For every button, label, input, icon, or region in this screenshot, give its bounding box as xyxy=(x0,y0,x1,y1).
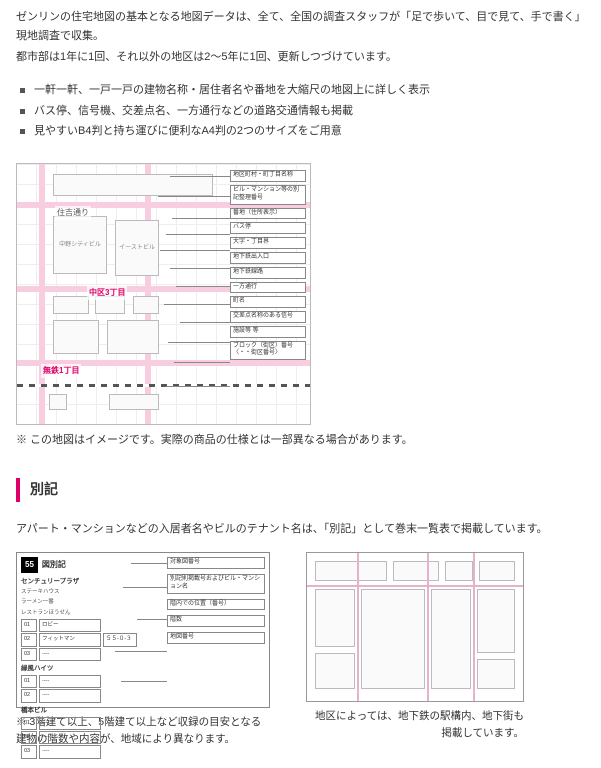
underground-diagram xyxy=(306,552,524,702)
section-heading-bekki: 別記 xyxy=(16,478,585,502)
intro-paragraph-1: ゼンリンの住宅地図の基本となる地図データは、全て、全国の調査スタッフが「足で歩い… xyxy=(16,8,585,45)
bekki-legend: 対象図番号 別記則掲載号およびビル・マンション名 階内での位置（番号） 階数 地… xyxy=(167,557,265,649)
map-diagram: 中野シティビル イーストビル 中区3丁目 無鉄1丁目 住吉通り 地区町村・町丁目… xyxy=(16,163,311,425)
intro-paragraph-2: 都市部は1年に1回、それ以外の地区は2〜5年に1回、更新しつづけています。 xyxy=(16,48,585,67)
bullet-item: 見やすいB4判と持ち運びに便利なA4判の2つのサイズをご用意 xyxy=(20,122,585,141)
bullet-item: バス停、信号機、交差点名、一方通行などの道路交通情報も掲載 xyxy=(20,102,585,121)
bullet-item: 一軒一軒、一戸一戸の建物名称・居住者名や番地を大縮尺の地図上に詳しく表示 xyxy=(20,81,585,100)
bekki-intro: アパート・マンションなどの入居者名やビルのテナント名は、「別記」として巻末一覧表… xyxy=(16,520,585,539)
map-note: ※ この地図はイメージです。実際の商品の仕様とは一部異なる場合があります。 xyxy=(16,431,585,450)
bekki-right-note: 地区によっては、地下鉄の駅構内、地下街も掲載しています。 xyxy=(306,708,524,742)
feature-bullets: 一軒一軒、一戸一戸の建物名称・居住者名や番地を大縮尺の地図上に詳しく表示 バス停… xyxy=(20,81,585,141)
map-legend: 地区町村・町丁目名称 ビル・マンション等の別記整理番号 番地（住所表示） バス停… xyxy=(230,170,306,363)
bekki-diagram: 55 図別記 センチュリープラザ ステーキハウス ラーメン一番 レストランほうせ… xyxy=(16,552,270,708)
bekki-figure-title: 図別記 xyxy=(42,558,66,572)
bekki-figure-number: 55 xyxy=(21,557,38,573)
